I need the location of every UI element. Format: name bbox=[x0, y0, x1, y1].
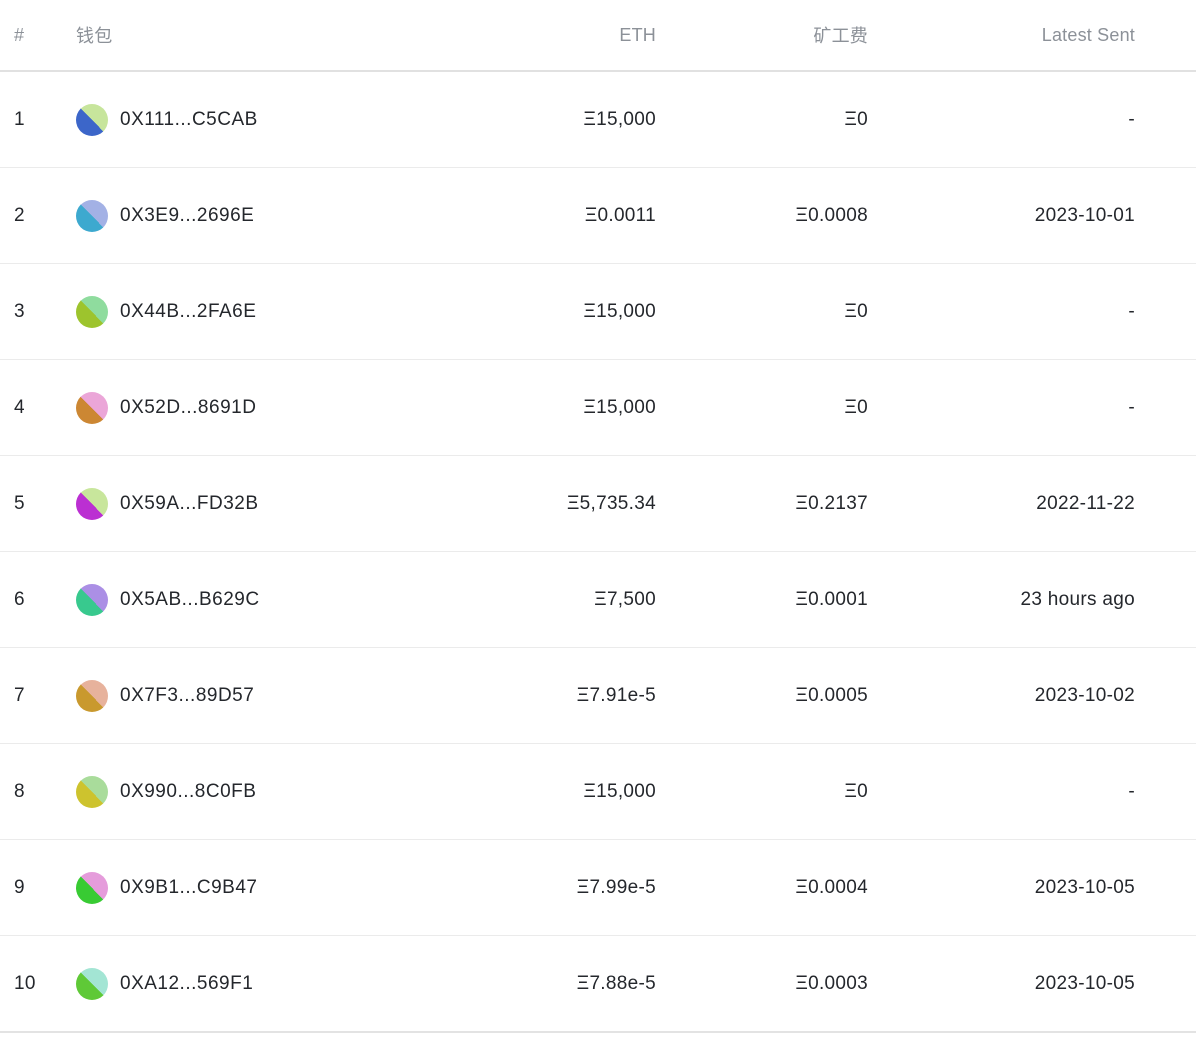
wallet-cell: 0X990...8C0FB bbox=[62, 775, 460, 808]
latest-sent-cell: - bbox=[1128, 396, 1135, 418]
column-header-index: # bbox=[14, 24, 25, 45]
wallet-address[interactable]: 0X44B...2FA6E bbox=[120, 300, 257, 322]
latest-sent-cell: - bbox=[1128, 300, 1135, 322]
wallet-cell: 0X3E9...2696E bbox=[62, 199, 460, 232]
wallet-cell: 0X5AB...B629C bbox=[62, 583, 460, 616]
table-header: # 钱包 ETH 矿工费 Latest Sent bbox=[0, 0, 1196, 72]
miner-fee-cell: Ξ0.0004 bbox=[795, 876, 868, 898]
wallet-avatar bbox=[76, 103, 108, 136]
wallet-cell: 0XA12...569F1 bbox=[62, 967, 460, 1000]
rank-cell: 7 bbox=[14, 684, 25, 706]
wallet-cell: 0X44B...2FA6E bbox=[62, 295, 460, 328]
latest-sent-cell: 2022-11-22 bbox=[1036, 492, 1135, 514]
wallet-address[interactable]: 0X59A...FD32B bbox=[120, 492, 259, 514]
wallet-cell: 0X52D...8691D bbox=[62, 391, 460, 424]
table-row[interactable]: 10 0XA12...569F1 Ξ7.88e-5 Ξ0.0003 2023-1… bbox=[0, 936, 1196, 1033]
eth-balance-cell: Ξ0.0011 bbox=[584, 204, 656, 226]
eth-balance-cell: Ξ15,000 bbox=[583, 108, 656, 130]
table-row[interactable]: 7 0X7F3...89D57 Ξ7.91e-5 Ξ0.0005 2023-10… bbox=[0, 648, 1196, 744]
wallet-avatar bbox=[76, 199, 108, 232]
wallet-cell: 0X9B1...C9B47 bbox=[62, 871, 460, 904]
latest-sent-cell: 2023-10-05 bbox=[1034, 972, 1135, 994]
miner-fee-cell: Ξ0.0003 bbox=[795, 972, 868, 994]
column-header-wallet: 钱包 bbox=[76, 26, 113, 46]
table-row[interactable]: 5 0X59A...FD32B Ξ5,735.34 Ξ0.2137 2022-1… bbox=[0, 456, 1196, 552]
wallet-avatar bbox=[76, 583, 108, 616]
wallet-address[interactable]: 0X52D...8691D bbox=[120, 396, 257, 418]
miner-fee-cell: Ξ0 bbox=[844, 300, 868, 322]
rank-cell: 1 bbox=[14, 108, 25, 130]
eth-balance-cell: Ξ7.88e-5 bbox=[576, 972, 656, 994]
wallet-avatar bbox=[76, 295, 108, 328]
eth-balance-cell: Ξ7.91e-5 bbox=[576, 684, 656, 706]
eth-balance-cell: Ξ15,000 bbox=[583, 396, 656, 418]
table-row[interactable]: 6 0X5AB...B629C Ξ7,500 Ξ0.0001 23 hours … bbox=[0, 552, 1196, 648]
wallet-cell: 0X111...C5CAB bbox=[62, 103, 460, 136]
wallet-address[interactable]: 0X7F3...89D57 bbox=[120, 684, 255, 706]
latest-sent-cell: 2023-10-05 bbox=[1034, 876, 1135, 898]
table-row[interactable]: 3 0X44B...2FA6E Ξ15,000 Ξ0 - bbox=[0, 264, 1196, 360]
wallet-address[interactable]: 0X990...8C0FB bbox=[120, 780, 257, 802]
miner-fee-cell: Ξ0.0005 bbox=[795, 684, 868, 706]
rank-cell: 5 bbox=[14, 492, 25, 514]
miner-fee-cell: Ξ0 bbox=[844, 780, 868, 802]
wallet-address[interactable]: 0XA12...569F1 bbox=[120, 972, 254, 994]
miner-fee-cell: Ξ0.2137 bbox=[795, 492, 868, 514]
table-row[interactable]: 8 0X990...8C0FB Ξ15,000 Ξ0 - bbox=[0, 744, 1196, 840]
miner-fee-cell: Ξ0.0001 bbox=[795, 588, 868, 610]
eth-balance-cell: Ξ5,735.34 bbox=[566, 492, 656, 514]
table-body: 1 0X111...C5CAB Ξ15,000 Ξ0 - 2 0X3E9...2… bbox=[0, 72, 1196, 1033]
latest-sent-cell: - bbox=[1128, 108, 1135, 130]
wallet-avatar bbox=[76, 391, 108, 424]
table-row[interactable]: 2 0X3E9...2696E Ξ0.0011 Ξ0.0008 2023-10-… bbox=[0, 168, 1196, 264]
column-header-eth: ETH bbox=[619, 24, 656, 45]
wallet-address[interactable]: 0X111...C5CAB bbox=[120, 108, 258, 130]
miner-fee-cell: Ξ0 bbox=[844, 396, 868, 418]
wallet-cell: 0X7F3...89D57 bbox=[62, 679, 460, 712]
rank-cell: 9 bbox=[14, 876, 25, 898]
rank-cell: 2 bbox=[14, 204, 25, 226]
latest-sent-cell: 2023-10-01 bbox=[1034, 204, 1135, 226]
latest-sent-cell: - bbox=[1128, 780, 1135, 802]
eth-balance-cell: Ξ7,500 bbox=[594, 588, 656, 610]
table-row[interactable]: 4 0X52D...8691D Ξ15,000 Ξ0 - bbox=[0, 360, 1196, 456]
miner-fee-cell: Ξ0 bbox=[844, 108, 868, 130]
wallet-avatar bbox=[76, 775, 108, 808]
rank-cell: 3 bbox=[14, 300, 25, 322]
eth-balance-cell: Ξ7.99e-5 bbox=[576, 876, 656, 898]
latest-sent-cell: 2023-10-02 bbox=[1034, 684, 1135, 706]
eth-balance-cell: Ξ15,000 bbox=[583, 300, 656, 322]
rank-cell: 8 bbox=[14, 780, 25, 802]
column-header-latest-sent: Latest Sent bbox=[1041, 24, 1135, 45]
wallet-address[interactable]: 0X5AB...B629C bbox=[120, 588, 260, 610]
wallet-avatar bbox=[76, 679, 108, 712]
latest-sent-cell: 23 hours ago bbox=[1020, 588, 1135, 610]
eth-balance-cell: Ξ15,000 bbox=[583, 780, 656, 802]
table-row[interactable]: 9 0X9B1...C9B47 Ξ7.99e-5 Ξ0.0004 2023-10… bbox=[0, 840, 1196, 936]
miner-fee-cell: Ξ0.0008 bbox=[795, 204, 868, 226]
wallet-avatar bbox=[76, 487, 108, 520]
table-row[interactable]: 1 0X111...C5CAB Ξ15,000 Ξ0 - bbox=[0, 72, 1196, 168]
wallet-cell: 0X59A...FD32B bbox=[62, 487, 460, 520]
column-header-miner-fee: 矿工费 bbox=[813, 26, 868, 46]
wallet-address[interactable]: 0X9B1...C9B47 bbox=[120, 876, 258, 898]
wallet-avatar bbox=[76, 871, 108, 904]
rank-cell: 6 bbox=[14, 588, 25, 610]
rank-cell: 4 bbox=[14, 396, 25, 418]
wallet-address[interactable]: 0X3E9...2696E bbox=[120, 204, 255, 226]
rank-cell: 10 bbox=[14, 972, 36, 994]
wallet-avatar bbox=[76, 967, 108, 1000]
